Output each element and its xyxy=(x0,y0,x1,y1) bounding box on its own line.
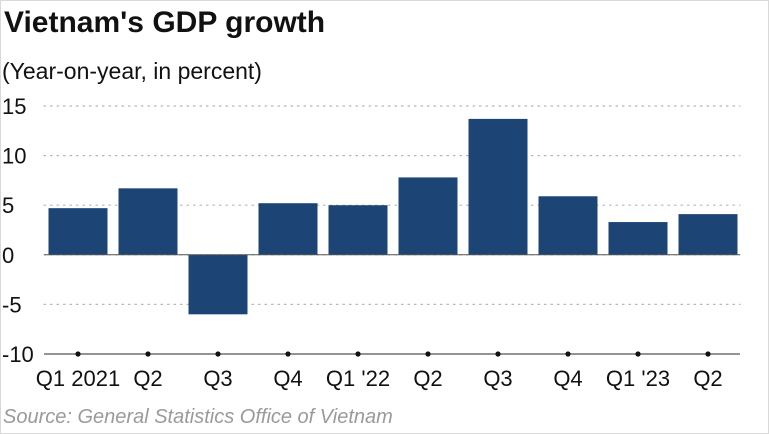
y-tick-label: 10 xyxy=(2,144,26,169)
bar xyxy=(608,222,668,255)
x-tick-label: Q1 '23 xyxy=(606,366,670,391)
x-tick-label: Q4 xyxy=(273,366,302,391)
x-tick-label: Q1 2021 xyxy=(36,366,120,391)
bar xyxy=(188,254,248,315)
y-tick-label: -10 xyxy=(2,342,34,367)
x-tick-mark xyxy=(285,351,291,357)
chart-title: Vietnam's GDP growth xyxy=(4,6,326,39)
bar xyxy=(48,208,108,255)
x-tick-mark xyxy=(145,351,151,357)
chart-subtitle: (Year-on-year, in percent) xyxy=(2,58,262,84)
x-tick-label: Q3 xyxy=(483,366,512,391)
y-tick-label: 0 xyxy=(2,243,14,268)
x-tick-label: Q2 xyxy=(413,366,442,391)
x-tick-label: Q3 xyxy=(203,366,232,391)
x-tick-label: Q4 xyxy=(553,366,582,391)
y-tick-label: 15 xyxy=(2,94,26,119)
x-tick-label: Q1 '22 xyxy=(326,366,390,391)
bar xyxy=(328,205,388,255)
x-tick-mark xyxy=(565,351,571,357)
x-tick-mark xyxy=(425,351,431,357)
x-tick-mark xyxy=(705,351,711,357)
x-tick-label: Q2 xyxy=(133,366,162,391)
y-tick-label: 5 xyxy=(2,193,14,218)
x-tick-mark xyxy=(75,351,81,357)
x-tick-mark xyxy=(215,351,221,357)
bar xyxy=(538,196,598,255)
x-tick-mark xyxy=(355,351,361,357)
bar xyxy=(678,214,738,255)
x-tick-mark xyxy=(495,351,501,357)
bar xyxy=(468,118,528,255)
bar xyxy=(118,188,178,255)
bar xyxy=(398,177,458,255)
source-note: Source: General Statistics Office of Vie… xyxy=(3,406,393,428)
x-tick-label: Q2 xyxy=(693,366,722,391)
y-tick-label: -5 xyxy=(2,292,22,317)
x-tick-mark xyxy=(635,351,641,357)
bar xyxy=(258,203,318,255)
